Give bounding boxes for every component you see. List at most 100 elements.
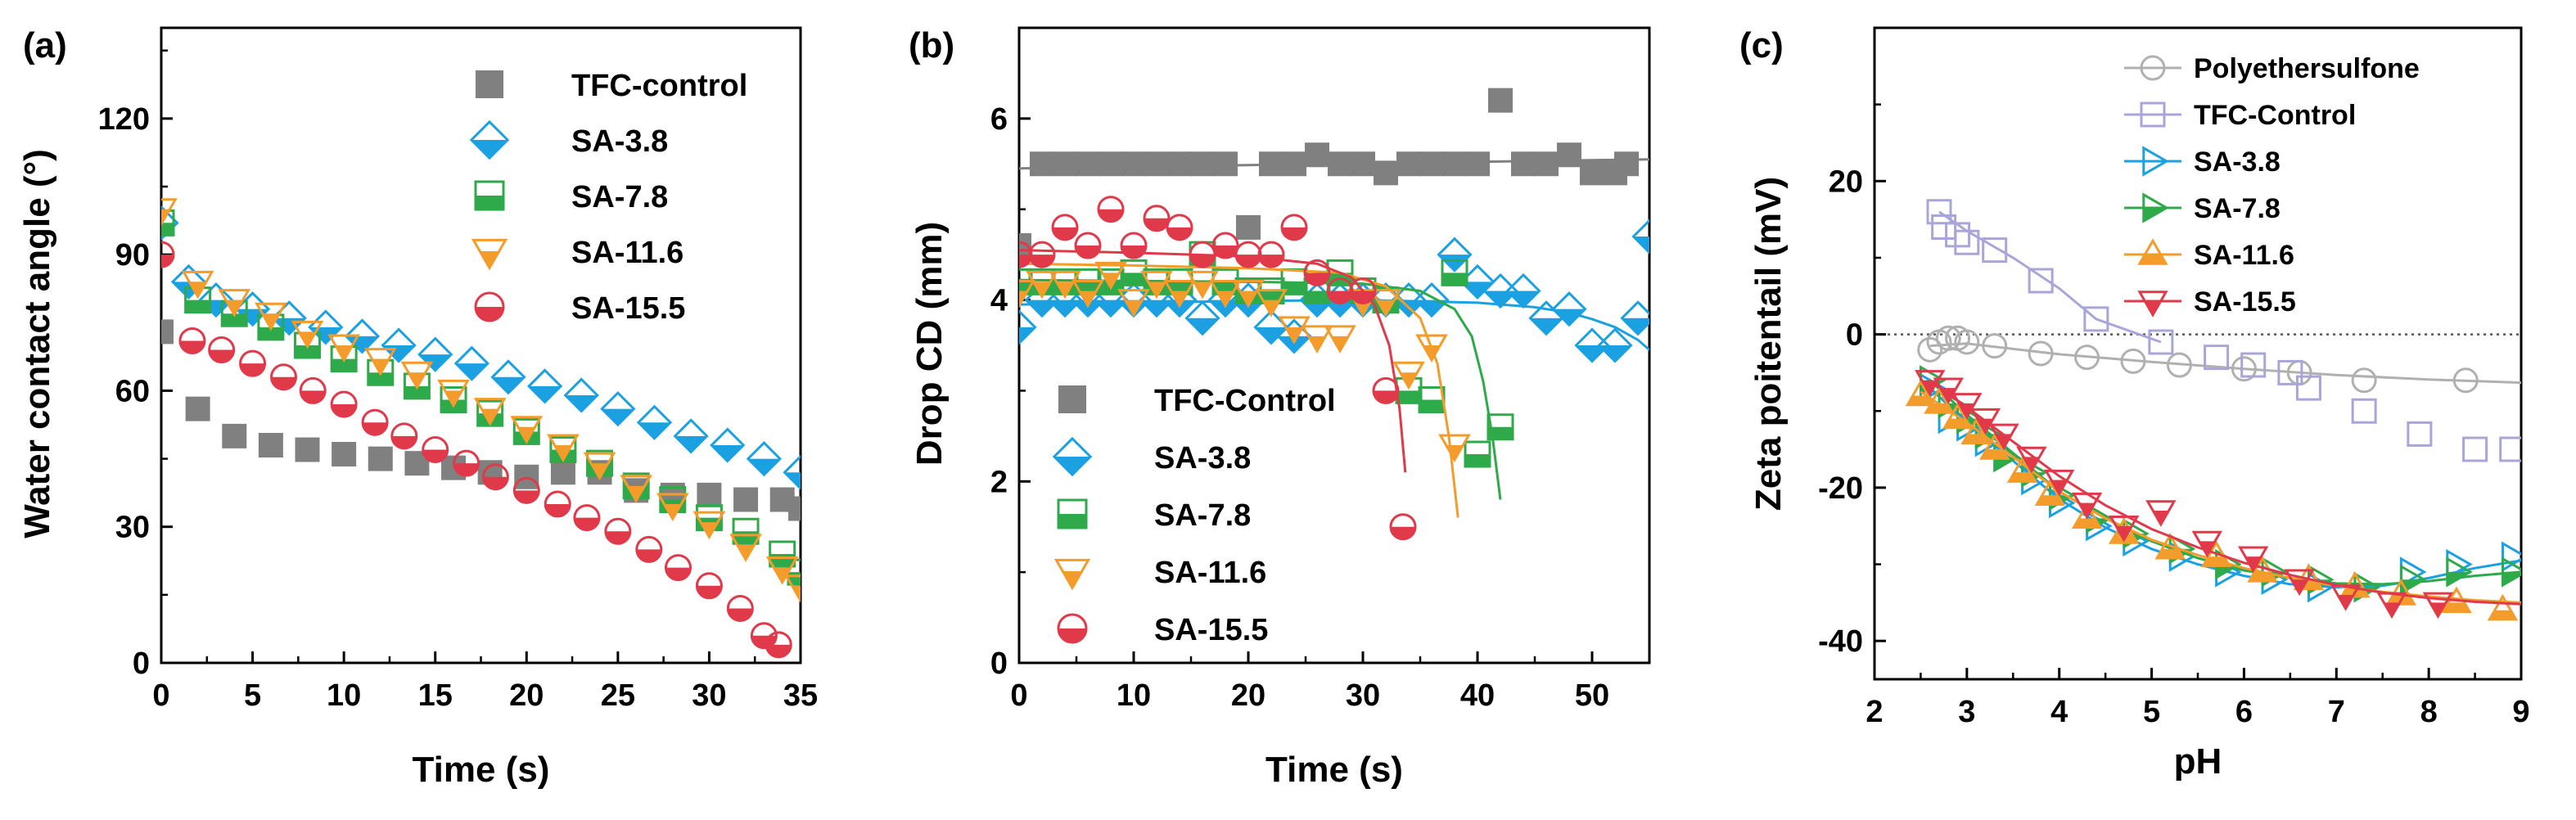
legend-label: SA-11.6 [571,236,683,270]
data-point [2284,569,2315,597]
y-axis-ticks: 0 30 60 90 120 [98,49,173,681]
y-tick-label: 0 [990,647,1008,681]
data-point [1049,270,1081,300]
data-point [1917,336,1943,363]
data-point [400,361,434,390]
data-point [295,437,320,462]
data-point [2231,356,2257,382]
data-point [2277,359,2303,385]
legend: TFC-control SA-3.8 SA-7.8 SA-11.6 SA-15.5 [469,69,747,326]
data-point [510,416,544,444]
plot-area [1905,199,2521,621]
data-point [1282,151,1306,177]
legend-label: SA-3.8 [571,124,668,159]
data-point [1259,151,1283,177]
data-point [2502,541,2521,572]
data-point [2120,348,2146,374]
data-point [788,496,801,521]
data-point [332,442,357,467]
data-point [733,487,759,512]
legend-marker [1052,436,1093,477]
legend-label: SA-11.6 [1154,556,1266,590]
legend-item: SA-15.5 [2124,286,2296,318]
x-axis-title: pH [2174,741,2222,782]
data-point [547,434,580,462]
data-point [2071,492,2103,520]
legend-marker [474,291,505,322]
x-tick-label: 3 [1958,695,1975,729]
data-point [2499,436,2521,462]
legend-label: Polyethersulfone [2194,53,2420,84]
x-tick-label: 40 [1460,678,1495,713]
fit-line [1019,249,1407,473]
data-point [2154,532,2186,560]
data-point [258,432,283,457]
series-sa-15-5 [161,241,792,659]
data-point [2330,584,2362,611]
legend-item: TFC-Control [1058,384,1336,418]
y-tick-label: 4 [990,284,1008,318]
data-point [178,327,206,354]
data-point [1951,393,1983,420]
y-tick-label: 60 [115,374,150,408]
panel-c: (c) 2 3 4 5 6 7 8 9 -40 -20 0 20 pH Zeta poitentail (m… [1739,25,2530,782]
data-point [1140,270,1173,300]
y-axis-ticks: -40 -20 0 20 [1818,26,1886,659]
data-point [1351,151,1375,177]
data-point [1441,259,1468,286]
data-point [636,404,673,440]
data-point [161,319,174,345]
data-point [327,334,360,363]
x-tick-label: 0 [1010,678,1027,713]
data-point [1303,259,1331,286]
data-point [1396,151,1421,177]
y-tick-label: 30 [115,511,150,545]
data-point [573,504,601,532]
legend-item: SA-3.8 [469,119,668,160]
series-tfc-control [1019,88,1649,259]
y-tick-label: -40 [1818,624,1863,659]
data-point [620,475,653,503]
data-point [1019,233,1031,259]
data-point [270,363,298,391]
data-point [1551,291,1587,327]
data-point [765,631,792,659]
data-point [1945,222,1971,248]
legend-label: SA-7.8 [2194,193,2281,224]
data-point [2446,556,2473,588]
data-point [381,327,417,363]
data-point [1988,423,2019,451]
data-point [1418,386,1446,414]
data-point [1167,151,1192,177]
data-point [604,517,632,545]
data-point [2034,479,2066,506]
data-point [1184,300,1220,336]
data-point [1053,151,1077,177]
data-point [1186,270,1219,300]
data-point [208,336,236,364]
legend-label: SA-11.6 [2194,240,2294,271]
data-point [1969,408,2001,435]
data-point [726,594,754,622]
data-point [1234,241,1262,268]
data-point [1190,151,1215,177]
data-point [1143,205,1171,232]
legend-label: SA-7.8 [1154,498,1251,533]
data-point [1374,160,1398,186]
data-point [239,349,267,377]
legend-marker [2137,238,2168,265]
data-point [1028,241,1056,268]
x-tick-label: 25 [601,678,635,713]
data-point [1954,229,1980,255]
data-point [2422,592,2454,620]
data-point [635,535,663,563]
legend-item: SA-15.5 [474,291,685,326]
legend-marker [1057,613,1088,644]
data-point [1415,334,1448,363]
data-point [1597,327,1633,363]
data-point [1019,309,1037,345]
data-point [673,418,709,454]
data-point [1631,219,1649,255]
data-point [1094,261,1127,291]
